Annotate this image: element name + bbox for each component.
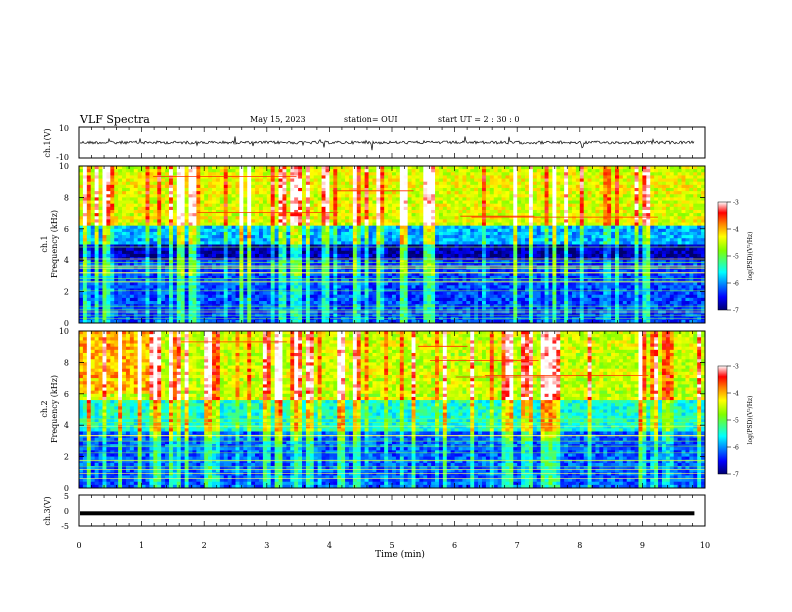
start-time-label: start UT = 2 : 30 : 0 [438,115,520,124]
colorbar-tick-label: -3 [733,364,739,371]
ytick-label: 10 [59,162,69,171]
ch1-waveform-line [79,136,695,151]
ch1-spec-ylabel-1: ch.1 [40,235,49,252]
ch3-ytick-neg5: -5 [61,522,69,531]
x-tick-label: 4 [327,541,332,550]
ch1-spec-panel: 0 2 4 6 8 10 ch.1 Frequency (kHz) [40,162,706,328]
station-label: station= OUI [344,115,398,124]
x-tick-label: 9 [640,541,645,550]
ch2-spec-panel: 0 2 4 6 8 10 ch.2 Frequency (kHz) [40,327,706,493]
ytick-label: 6 [64,225,69,234]
ch1-ylabel: ch.1(V) [43,128,52,157]
ch1-colorbar-gradient [717,201,728,311]
chart-title: VLF Spectra [80,113,150,126]
ytick-label: 4 [64,421,69,430]
ytick-label: 2 [64,288,69,297]
ch2-spectrogram-image [79,331,706,489]
x-tick-label: 2 [202,541,207,550]
ch3-ylabel: ch.3(V) [43,496,52,525]
x-tick-label: 0 [76,541,81,550]
ytick-label: 0 [64,319,69,328]
ytick-label: 4 [64,256,69,265]
x-tick-label: 1 [139,541,144,550]
ch1-spec-ylabel-2: Frequency (kHz) [50,210,59,278]
colorbar-tick-label: -4 [733,227,739,234]
x-tick-label: 8 [577,541,582,550]
colorbar-tick-label: -4 [733,391,739,398]
ytick-label: 0 [64,484,69,493]
ch1-colorbar: -3 -4 -5 -6 -7 log(PSD)(V²/Hz) [717,200,754,315]
ch2-spec-ylabel-1: ch.2 [40,400,49,417]
ch1-ytick-10: 10 [59,124,69,133]
ch2-colorbar-gradient [717,365,728,475]
ch2-colorbar: -3 -4 -5 -6 -7 log(PSD)(V²/Hz) [717,364,754,479]
ch2-colorbar-label: log(PSD)(V²/Hz) [747,396,754,445]
colorbar-tick-label: -3 [733,200,739,207]
ytick-label: 10 [59,327,69,336]
x-tick-label: 10 [700,541,710,550]
ch1-panel: 10 -10 ch.1(V) [43,124,706,162]
ch3-panel: 5 0 -5 ch.3(V) [43,492,706,531]
colorbar-tick-label: -5 [733,254,739,261]
time-ticks [78,127,706,526]
ch1-colorbar-label: log(PSD)(V²/Hz) [747,232,754,281]
colorbar-tick-label: -7 [733,308,739,315]
x-tick-label: 5 [389,541,394,550]
ytick-label: 2 [64,453,69,462]
x-axis-label: Time (min) [375,549,425,560]
x-tick-label: 7 [515,541,520,550]
x-tick-label: 6 [452,541,457,550]
x-tick-label: 3 [264,541,269,550]
ytick-label: 8 [64,358,69,367]
date-label: May 15, 2023 [250,115,306,124]
colorbar-tick-label: -7 [733,472,739,479]
colorbar-tick-label: -5 [733,418,739,425]
ytick-label: 8 [64,193,69,202]
ch3-ytick-5: 5 [64,492,69,501]
ch1-ytick-neg10: -10 [56,153,69,162]
colorbar-tick-label: -6 [733,281,739,288]
x-tick-labels: 0 1 2 3 4 5 6 7 8 9 10 [76,541,710,550]
ch1-spectrogram-image [79,166,706,324]
ch3-waveform-line [80,511,695,516]
colorbar-tick-label: -6 [733,445,739,452]
ch3-ytick-0: 0 [64,507,69,516]
ch2-spec-ylabel-2: Frequency (kHz) [50,375,59,443]
ytick-label: 6 [64,390,69,399]
